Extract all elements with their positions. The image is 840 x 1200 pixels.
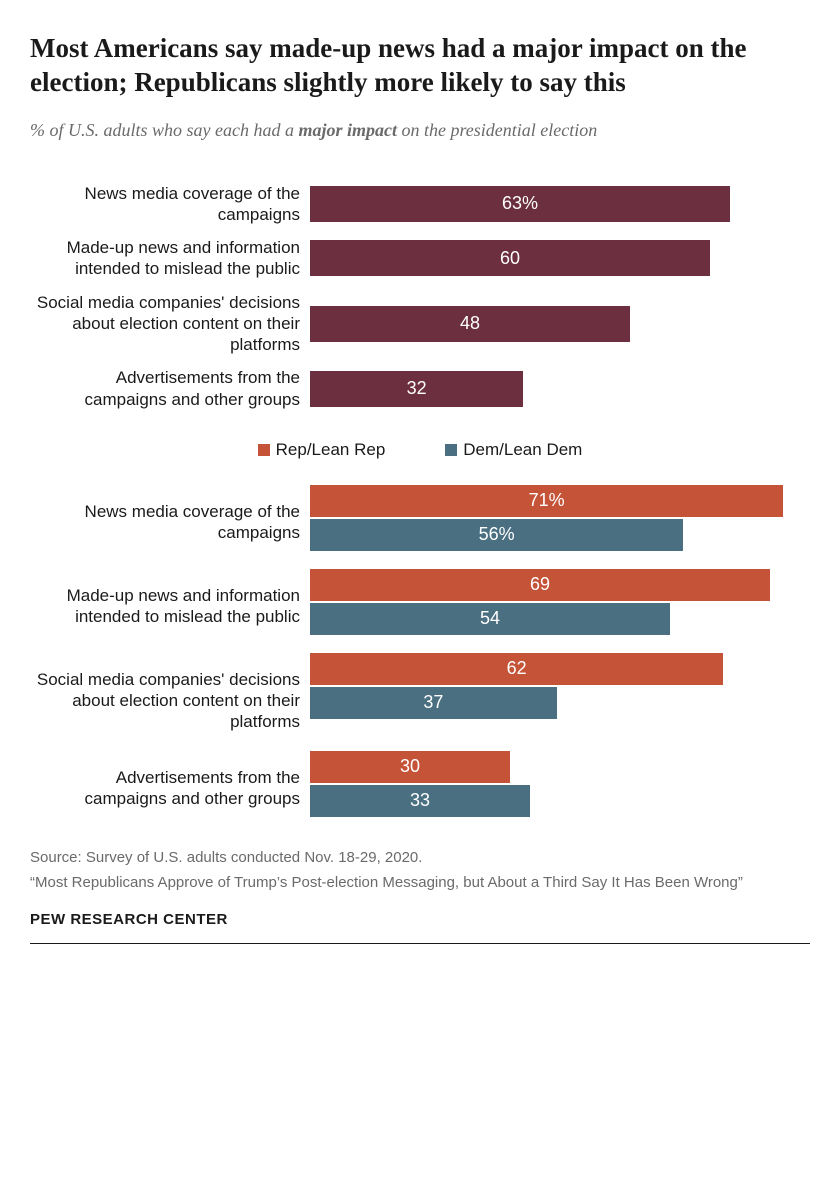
- bar-rep: 69: [310, 569, 770, 601]
- bar-row: Advertisements from the campaigns and ot…: [30, 367, 810, 410]
- bars-column: 6954: [310, 569, 810, 635]
- bar-label: News media coverage of the campaigns: [30, 485, 310, 544]
- bar-rep: 62: [310, 653, 723, 685]
- bar: 60: [310, 240, 710, 276]
- legend: Rep/Lean Rep Dem/Lean Dem: [30, 440, 810, 460]
- bar-row: News media coverage of the campaigns63%: [30, 183, 810, 226]
- bar-group: Social media companies' decisions about …: [30, 653, 810, 733]
- bars-column: 71%56%: [310, 485, 810, 551]
- bar-container: 60: [310, 240, 810, 276]
- bar-group: Made-up news and information intended to…: [30, 569, 810, 635]
- note-text: “Most Republicans Approve of Trump’s Pos…: [30, 872, 810, 893]
- subtitle-pre: % of U.S. adults who say each had a: [30, 120, 298, 140]
- group-wrap: News media coverage of the campaigns71%5…: [30, 485, 810, 551]
- footer: Source: Survey of U.S. adults conducted …: [30, 847, 810, 944]
- footer-divider: [30, 943, 810, 944]
- attribution: PEW RESEARCH CENTER: [30, 911, 810, 928]
- legend-rep-label: Rep/Lean Rep: [276, 440, 386, 460]
- legend-dem-label: Dem/Lean Dem: [463, 440, 582, 460]
- group-wrap: Advertisements from the campaigns and ot…: [30, 751, 810, 817]
- group-wrap: Social media companies' decisions about …: [30, 653, 810, 733]
- bar-rep: 71%: [310, 485, 783, 517]
- bar-row: Made-up news and information intended to…: [30, 237, 810, 280]
- group-wrap: Made-up news and information intended to…: [30, 569, 810, 635]
- bar: 48: [310, 306, 630, 342]
- legend-rep-swatch: [258, 444, 270, 456]
- overall-chart: News media coverage of the campaigns63%M…: [30, 183, 810, 410]
- bar-label: Advertisements from the campaigns and ot…: [30, 751, 310, 810]
- legend-dem-swatch: [445, 444, 457, 456]
- bar-container: 32: [310, 371, 810, 407]
- bar-group: Advertisements from the campaigns and ot…: [30, 751, 810, 817]
- legend-dem: Dem/Lean Dem: [445, 440, 582, 460]
- bar-label: Advertisements from the campaigns and ot…: [30, 367, 310, 410]
- bar-container: 71%: [310, 485, 810, 517]
- party-chart: News media coverage of the campaigns71%5…: [30, 485, 810, 817]
- bar-label: Social media companies' decisions about …: [30, 292, 310, 356]
- bar-row: Social media companies' decisions about …: [30, 292, 810, 356]
- bar-dem: 37: [310, 687, 557, 719]
- bar-container: 37: [310, 687, 810, 719]
- bar-container: 56%: [310, 519, 810, 551]
- bar-container: 33: [310, 785, 810, 817]
- bar-group: News media coverage of the campaigns71%5…: [30, 485, 810, 551]
- subtitle-post: on the presidential election: [397, 120, 597, 140]
- bar-container: 30: [310, 751, 810, 783]
- legend-rep: Rep/Lean Rep: [258, 440, 386, 460]
- bar-container: 69: [310, 569, 810, 601]
- bar-dem: 56%: [310, 519, 683, 551]
- bar-label: Made-up news and information intended to…: [30, 237, 310, 280]
- bar-rep: 30: [310, 751, 510, 783]
- bar: 63%: [310, 186, 730, 222]
- subtitle-emphasis: major impact: [298, 120, 397, 140]
- bar-label: Social media companies' decisions about …: [30, 653, 310, 733]
- bar-container: 62: [310, 653, 810, 685]
- bars-column: 3033: [310, 751, 810, 817]
- bar-container: 54: [310, 603, 810, 635]
- chart-subtitle: % of U.S. adults who say each had a majo…: [30, 118, 810, 143]
- chart-title: Most Americans say made-up news had a ma…: [30, 32, 810, 100]
- bar-label: News media coverage of the campaigns: [30, 183, 310, 226]
- bar-label: Made-up news and information intended to…: [30, 569, 310, 628]
- bars-column: 6237: [310, 653, 810, 733]
- source-text: Source: Survey of U.S. adults conducted …: [30, 847, 810, 868]
- bar-container: 63%: [310, 186, 810, 222]
- bar-container: 48: [310, 306, 810, 342]
- bar-dem: 33: [310, 785, 530, 817]
- bar-dem: 54: [310, 603, 670, 635]
- bar: 32: [310, 371, 523, 407]
